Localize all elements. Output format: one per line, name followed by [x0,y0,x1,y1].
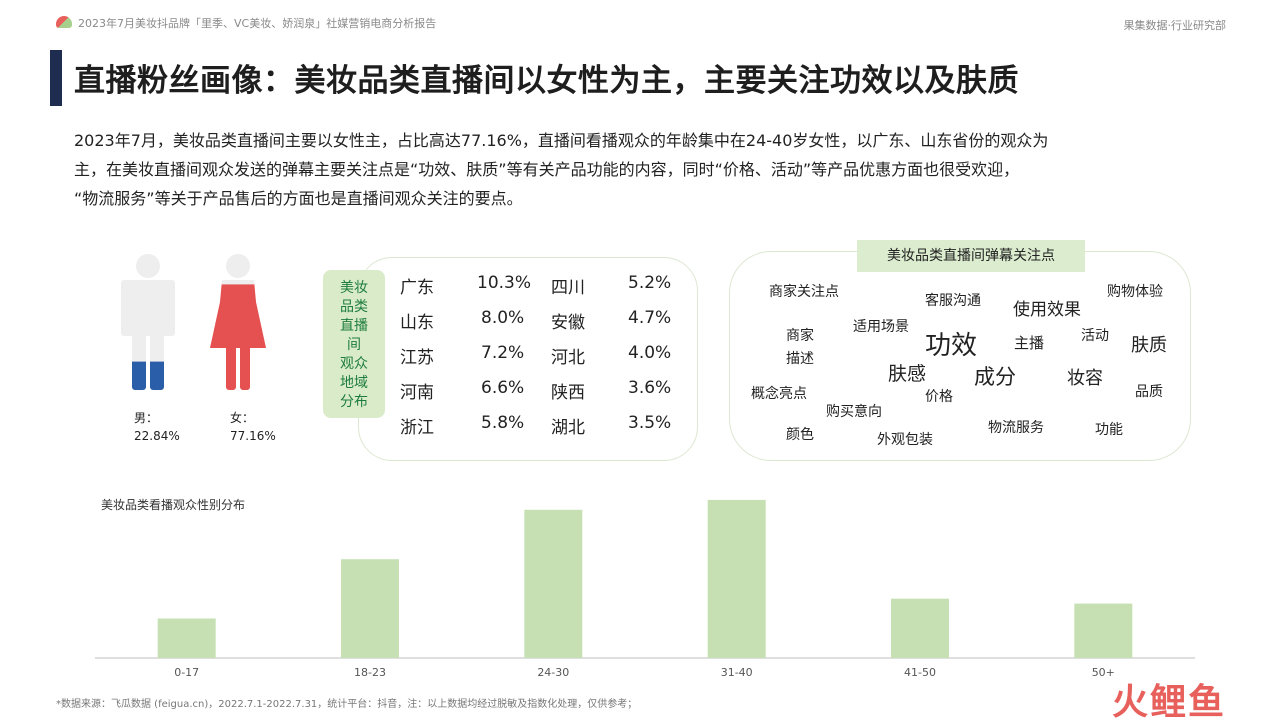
summary-line-1: 2023年7月，美妆品类直播间主要以女性主，占比高达77.16%，直播间看播观众… [74,131,1049,150]
region-tag-line: 直播 [340,318,368,334]
region-panel [358,257,698,461]
wordcloud-word: 物流服务 [988,420,1044,436]
wordcloud-panel [729,251,1191,461]
female-label: 女： [230,411,255,425]
wordcloud-word: 客服沟通 [925,293,981,309]
wordcloud-word: 外观包装 [877,432,933,448]
wordcloud-word: 商家 [786,328,814,344]
x-tick-label: 50+ [1092,666,1115,679]
region-row: 广东 10.3% 四川 5.2% [400,273,700,298]
male-value: 22.84% [134,429,180,443]
wordcloud-word: 商家关注点 [769,284,839,300]
region-tag: 美妆 品类 直播 间 观众 地域 分布 [323,270,385,418]
bar-18-23 [341,559,399,658]
province-share: 3.5% [628,413,672,433]
watermark-logo: 火鲤鱼 [1112,682,1227,723]
province-share: 5.2% [628,273,672,293]
wordcloud-title: 美妆品类直播间弹幕关注点 [857,240,1085,272]
province-share: 3.6% [628,378,672,398]
x-tick-label: 18-23 [354,666,386,679]
report-title: 2023年7月美妆抖品牌「里季、VC美妆、娇润泉」社媒营销电商分析报告 [78,17,437,30]
region-tag-line: 美妆 [340,280,368,296]
page-title: 直播粉丝画像：美妆品类直播间以女性为主，主要关注功效以及肤质 [74,63,1019,99]
province-name: 河南 [400,383,434,403]
province-name: 陕西 [551,383,585,403]
male-label: 男： [134,411,159,425]
female-figure-fill [210,284,266,390]
province-share: 4.7% [628,308,672,328]
province-name: 四川 [551,278,585,298]
male-figure-icon [121,254,175,390]
wordcloud-word: 成分 [974,365,1016,389]
region-tag-line: 观众 [340,356,368,372]
province-name: 山东 [400,313,434,333]
wordcloud-word: 使用效果 [1013,300,1081,320]
bar-24-30 [524,509,583,658]
province-name: 浙江 [400,418,434,438]
wordcloud-word: 概念亮点 [751,386,807,402]
female-value: 77.16% [230,429,276,443]
region-tag-line: 地域 [340,375,368,391]
wordcloud-word: 妆容 [1067,368,1103,389]
region-tag-line: 品类 [340,299,368,315]
data-source-footnote: *数据来源：飞瓜数据 (feigua.cn)，2022.7.1-2022.7.3… [56,699,638,710]
title-accent-bar [50,50,62,106]
province-name: 河北 [551,348,585,368]
region-row: 山东 8.0% 安徽 4.7% [400,308,700,333]
province-name: 江苏 [400,348,434,368]
summary-text: 2023年7月，美妆品类直播间主要以女性主，占比高达77.16%，直播间看播观众… [74,126,1224,213]
x-tick-label: 0-17 [174,666,199,679]
brand-label: 果集数据·行业研究部 [1123,19,1227,32]
summary-line-2: 主，在美妆直播间观众发送的弹幕主要关注点是“功效、肤质”等有关产品功能的内容，同… [74,160,1020,179]
wordcloud-word: 购买意向 [826,404,882,420]
wordcloud-word: 功效 [925,331,978,361]
tick-labels-group: 0-17 18-23 24-30 31-40 41-50 50+ [174,666,1115,679]
top-bar: 2023年7月美妆抖品牌「里季、VC美妆、娇润泉」社媒营销电商分析报告 果集数据… [56,15,1226,35]
bar-31-40 [707,499,766,658]
wordcloud-word: 适用场景 [853,319,909,335]
wordcloud-word: 主播 [1014,334,1045,352]
region-tag-line: 间 [347,337,361,353]
wordcloud-word: 品质 [1135,384,1163,400]
wordcloud-word: 肤感 [888,363,927,385]
male-figure-fill [121,361,175,390]
bar-0-17 [157,618,216,658]
summary-line-3: “物流服务”等关于产品售后的方面也是直播间观众关注的要点。 [74,189,523,208]
bar-41-50 [891,598,949,658]
x-tick-label: 24-30 [537,666,569,679]
female-figure-icon [210,254,266,390]
province-share: 5.8% [481,413,525,433]
age-bar-chart: 0-17 18-23 24-30 31-40 41-50 50+ [95,499,1195,679]
province-name: 广东 [400,278,434,298]
wordcloud-word: 价格 [925,389,953,405]
bars-group [157,499,1133,658]
wordcloud-word: 颜色 [786,427,814,443]
province-share: 8.0% [481,308,525,328]
region-row: 河南 6.6% 陕西 3.6% [400,378,700,403]
male-figure-base [121,254,175,390]
bar-50+ [1074,603,1133,658]
x-tick-label: 41-50 [904,666,936,679]
wordcloud-word: 功能 [1095,422,1123,438]
male-share: 男： 22.84% [134,409,180,445]
report-logo-icon [56,16,72,28]
wordcloud-word: 活动 [1081,328,1109,344]
wordcloud-word: 肤质 [1131,335,1167,356]
province-name: 安徽 [551,313,585,333]
region-tag-line: 分布 [340,394,368,410]
province-share: 4.0% [628,343,672,363]
region-row: 江苏 7.2% 河北 4.0% [400,343,700,368]
province-share: 7.2% [481,343,525,363]
x-tick-label: 31-40 [721,666,753,679]
female-share: 女： 77.16% [230,409,276,445]
chart-title: 美妆品类看播观众性别分布 [101,498,246,512]
province-name: 湖北 [551,418,585,438]
wordcloud-word: 描述 [786,351,814,367]
province-share: 6.6% [481,378,525,398]
region-row: 浙江 5.8% 湖北 3.5% [400,413,700,438]
wordcloud-word: 购物体验 [1107,284,1163,300]
province-share: 10.3% [477,273,532,293]
